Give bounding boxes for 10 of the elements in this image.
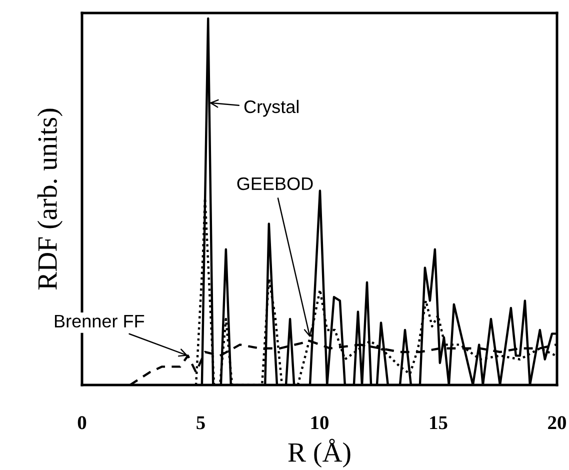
x-tick-label: 0	[78, 416, 86, 430]
annotation: GEEBOD	[237, 177, 313, 190]
x-tick-label: 5	[196, 416, 205, 430]
x-axis-title: R (Å)	[288, 438, 350, 468]
x-tick-label: 10	[311, 416, 328, 430]
x-tick-label: 15	[430, 416, 448, 430]
annotation: Brenner FF	[54, 314, 144, 328]
x-tick-label: 20	[548, 416, 566, 430]
annotation: Crystal	[244, 100, 298, 117]
y-axis-title: RDF (arb. units)	[37, 108, 63, 290]
